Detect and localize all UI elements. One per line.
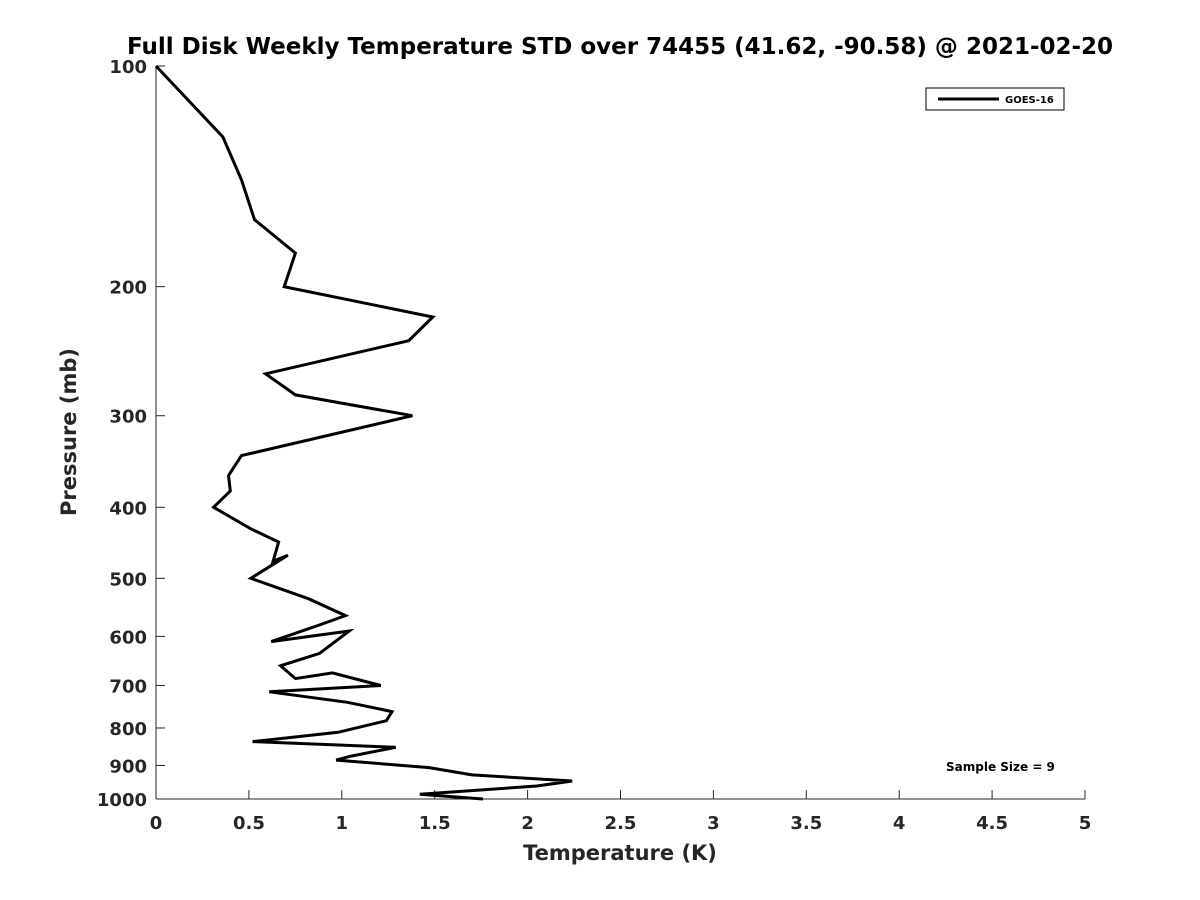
x-tick-label: 2.5 bbox=[605, 813, 637, 834]
sample-size-annotation: Sample Size = 9 bbox=[946, 760, 1055, 774]
x-tick-label: 4.5 bbox=[976, 813, 1008, 834]
series-layer bbox=[154, 64, 573, 801]
x-tick-label: 0.5 bbox=[233, 813, 265, 834]
y-axis-ticks: 100 200 300 400 500 600 700 800 900 1000 bbox=[97, 57, 165, 811]
x-tick-label: 3 bbox=[707, 813, 720, 834]
y-tick-label: 800 bbox=[109, 719, 147, 740]
x-axis-label: Temperature (K) bbox=[523, 841, 717, 865]
y-tick-label: 900 bbox=[109, 756, 147, 777]
x-tick-label: 5 bbox=[1079, 813, 1092, 834]
x-tick-label: 3.5 bbox=[790, 813, 822, 834]
x-axis-ticks: 0 0.5 1 1.5 2 2.5 3 3.5 4 4.5 5 bbox=[150, 790, 1092, 834]
legend: GOES-16 bbox=[925, 87, 1065, 111]
series-line-goes-16 bbox=[154, 64, 573, 801]
x-tick-label: 1 bbox=[336, 813, 349, 834]
y-tick-label: 100 bbox=[109, 57, 147, 78]
x-tick-label: 4 bbox=[893, 813, 906, 834]
y-tick-label: 300 bbox=[109, 407, 147, 428]
y-tick-label: 700 bbox=[109, 676, 147, 697]
y-tick-label: 400 bbox=[109, 498, 147, 519]
chart-title: Full Disk Weekly Temperature STD over 74… bbox=[127, 34, 1113, 60]
y-tick-label: 500 bbox=[109, 569, 147, 590]
y-tick-label: 1000 bbox=[97, 790, 147, 811]
y-tick-label: 200 bbox=[109, 278, 147, 299]
y-axis-label: Pressure (mb) bbox=[57, 348, 81, 516]
x-tick-label: 1.5 bbox=[419, 813, 451, 834]
x-tick-label: 0 bbox=[150, 813, 163, 834]
y-tick-label: 600 bbox=[109, 627, 147, 648]
x-tick-label: 2 bbox=[521, 813, 534, 834]
legend-label-goes-16: GOES-16 bbox=[1005, 95, 1054, 106]
